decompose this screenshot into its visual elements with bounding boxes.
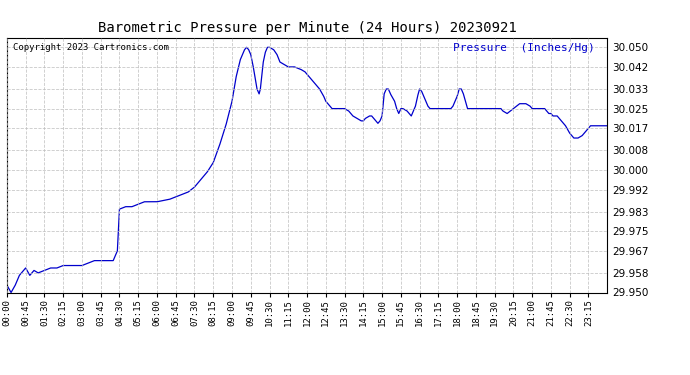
Title: Barometric Pressure per Minute (24 Hours) 20230921: Barometric Pressure per Minute (24 Hours…	[98, 21, 516, 35]
Text: Copyright 2023 Cartronics.com: Copyright 2023 Cartronics.com	[13, 43, 169, 52]
Text: Pressure  (Inches/Hg): Pressure (Inches/Hg)	[453, 43, 595, 52]
